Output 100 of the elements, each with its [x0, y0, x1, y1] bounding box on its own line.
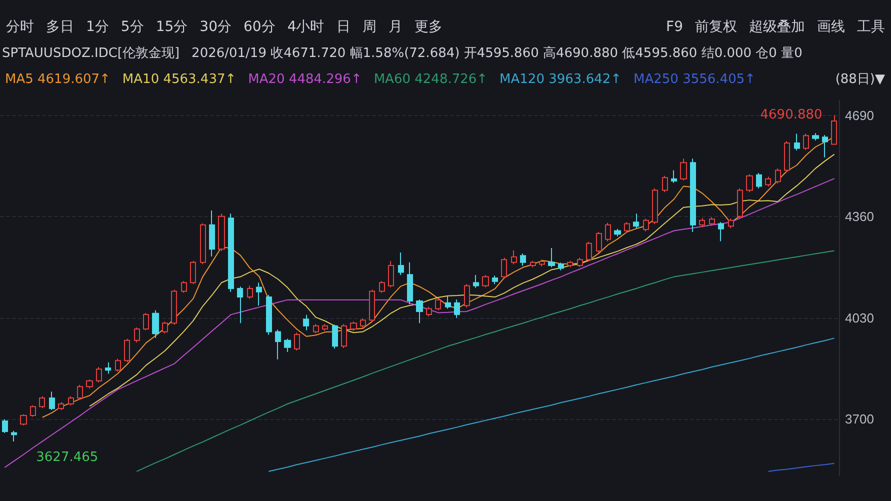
- candlestick: [680, 158, 687, 181]
- candlestick: [464, 284, 470, 308]
- text: MA5 4619.607↑: [5, 72, 110, 87]
- candlestick: [181, 280, 187, 294]
- candlestick: [162, 321, 168, 334]
- candlestick: [152, 310, 159, 338]
- candlestick: [86, 378, 93, 390]
- candlestick: [228, 213, 234, 292]
- candlestick: [690, 158, 696, 232]
- candlestick: [275, 329, 281, 360]
- candlestick: [492, 275, 498, 285]
- text: 4小时: [287, 18, 324, 36]
- candlestick: [728, 218, 734, 229]
- candlestick: [765, 176, 771, 188]
- candlestick: [407, 262, 413, 305]
- line-series: [136, 250, 835, 472]
- candlestick: [445, 296, 451, 310]
- candlestick: [567, 260, 573, 268]
- candlestick: [284, 338, 291, 352]
- candlestick: [388, 260, 394, 288]
- candlestick: [699, 218, 705, 228]
- text: MA10 4563.437↑: [122, 72, 236, 87]
- candlestick: [605, 222, 611, 242]
- text: 1分: [86, 18, 109, 36]
- candlestick: [718, 222, 724, 242]
- chart-title: SPTAUUSDOZ.IDC[伦敦金现]: [2, 46, 180, 61]
- candlestick: [49, 391, 55, 411]
- candlestick: [473, 274, 479, 288]
- candlestick: [209, 210, 215, 258]
- candlestick: [2, 418, 8, 434]
- candlestick: [586, 241, 592, 262]
- candlestick: [266, 294, 272, 336]
- candlestick: [11, 430, 17, 442]
- candlestick: [30, 404, 36, 418]
- text: 日: [336, 18, 350, 36]
- y-tick-label: 3700: [845, 412, 874, 427]
- candlestick: [39, 396, 45, 409]
- candlestick: [633, 213, 639, 229]
- text: 前复权: [695, 18, 737, 36]
- candlestick: [20, 414, 27, 426]
- line-series: [268, 338, 835, 472]
- line-series: [89, 154, 835, 407]
- candlestick: [709, 216, 715, 226]
- candlestick: [596, 231, 602, 254]
- candlestick: [218, 213, 225, 252]
- candlestick: [756, 172, 762, 189]
- candlestick: [77, 384, 83, 400]
- candlestick: [341, 324, 347, 349]
- candlestick: [482, 274, 489, 288]
- text: 超级叠加: [749, 18, 805, 36]
- candlestick: [812, 132, 819, 142]
- candlestick: [124, 338, 130, 363]
- candlestick: [416, 299, 423, 324]
- candlestick: [831, 114, 837, 145]
- candlestick: [58, 402, 64, 411]
- text: F9: [666, 19, 683, 35]
- candlestick: [558, 262, 564, 271]
- candlestick: [511, 250, 517, 265]
- candlestick: [398, 252, 404, 276]
- candlestick: [360, 318, 366, 328]
- candlestick: [256, 282, 262, 306]
- candlestick: [614, 228, 621, 237]
- candlestick: [539, 259, 545, 267]
- line-series: [4, 178, 835, 468]
- candlestick: [548, 247, 555, 268]
- candlestick: [530, 260, 536, 268]
- y-tick-label: 4030: [845, 310, 874, 326]
- text: 5分: [120, 18, 144, 36]
- candlestick: [105, 362, 111, 374]
- candlestick: [624, 222, 630, 234]
- candlestick: [190, 260, 196, 285]
- text: MA250 3556.405↑: [634, 72, 756, 87]
- text: 周: [362, 18, 376, 36]
- text: MA120 3963.642↑: [500, 72, 622, 87]
- candlestick: [737, 188, 743, 219]
- line-series: [768, 462, 835, 472]
- candlestick: [171, 289, 177, 326]
- candlestick: [369, 289, 375, 322]
- candlestick: [322, 324, 328, 332]
- text: 30分: [200, 18, 232, 36]
- candlestick: [803, 133, 809, 151]
- candlestick: [303, 314, 309, 331]
- text: 月: [388, 18, 402, 36]
- chart-subtitle: 2026/01/19 收4671.720 幅1.58%(72.684) 开4595.860 高4690.880 低4595.860 结0.000 仓0 量0: [192, 46, 802, 61]
- candlestick: [96, 366, 102, 383]
- text: 15分: [156, 18, 188, 36]
- text: (88日)▼: [835, 71, 885, 88]
- candlestick: [435, 297, 441, 311]
- candlestick: [143, 312, 149, 331]
- candlestick: [577, 257, 583, 268]
- candlestick: [115, 358, 121, 372]
- text: 画线: [817, 18, 845, 36]
- candlestick: [775, 168, 781, 184]
- candlestick: [332, 324, 338, 350]
- candlestick: [426, 306, 432, 317]
- candlestick: [520, 252, 526, 266]
- annotation: 3627.465: [36, 450, 98, 465]
- text: 多日: [46, 18, 74, 36]
- candlestick: [671, 170, 677, 184]
- candlestick: [134, 326, 140, 343]
